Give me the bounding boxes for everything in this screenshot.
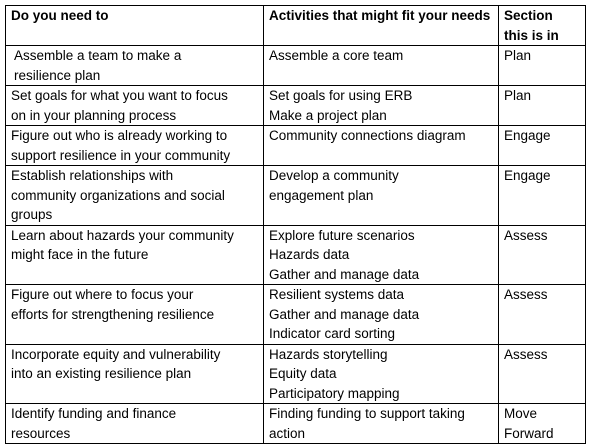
need-cell-line: Learn about hazards your community (11, 227, 234, 243)
activities-cell: Hazards storytelling Equity data Participa… (263, 343, 499, 404)
activities-cell-line: Hazards storytelling (269, 346, 388, 362)
need-cell-line: community organizations and social (11, 187, 225, 203)
section-cell-line: Engage (504, 128, 551, 143)
section-cell: Plan (498, 45, 586, 86)
section-cell-line: Plan (504, 48, 532, 63)
need-cell-line: Figure out where to focus your (11, 287, 194, 302)
header-need: Do you need to (5, 5, 264, 46)
activities-cell-line: Gather and manage data (269, 266, 420, 282)
need-cell: Identify funding and finance resources (5, 403, 264, 444)
need-cell-line: efforts for strengthening resilience (11, 306, 215, 322)
section-cell: Engage (498, 125, 586, 166)
need-cell: Learn about hazards your community might … (5, 224, 264, 285)
need-cell: Incorporate equity and vulnerability into… (5, 343, 264, 404)
activities-cell-line: Explore future scenarios (269, 227, 415, 243)
activities-cell-line: Indicator card sorting (269, 326, 396, 341)
activities-cell-line: Make a project plan (269, 107, 387, 123)
need-cell: Assemble a team to make a resilience plan (5, 45, 264, 86)
need-cell: Figure out where to focus your efforts fo… (5, 284, 264, 345)
activities-cell: Assemble a core team (263, 45, 499, 86)
section-cell-line: Assess (504, 346, 548, 362)
activities-cell: Community connections diagram (263, 125, 499, 166)
activities-cell-line: Gather and manage data (269, 306, 420, 322)
activities-cell-line: Resilient systems data (269, 287, 405, 302)
activities-cell-line: Develop a community (269, 168, 399, 183)
activities-cell-line: engagement plan (269, 187, 374, 203)
header-activities: Activities that might fit your needs (263, 5, 499, 46)
need-cell-line: Establish relationships with (11, 168, 174, 183)
resilience-needs-table: Do you need to Activities that might fit… (5, 5, 586, 444)
section-cell-line: Move (504, 406, 538, 421)
need-cell: Establish relationships with community or… (5, 165, 264, 226)
need-cell-line: on in your planning process (11, 107, 177, 123)
header-activities-line-2: needs (451, 8, 491, 23)
activities-cell-line: Finding funding to support taking (269, 406, 465, 421)
table-row: Figure out who is already working to supp… (5, 125, 586, 166)
header-row: Do you need to Activities that might fit… (5, 5, 586, 46)
need-cell-line: Assemble a team to make a (14, 48, 182, 63)
header-section-line-2: this is in (504, 27, 559, 43)
activities-cell: Develop a community engagement plan (263, 165, 499, 226)
section-cell: Move Forward (498, 403, 586, 444)
table-row: Identify funding and finance resources Fin… (5, 403, 586, 444)
need-cell: Set goals for what you want to focus on i… (5, 85, 264, 126)
section-cell-line: Engage (504, 168, 551, 183)
resilience-table-container: Do you need to Activities that might fit… (5, 5, 586, 444)
need-cell-line: into an existing resilience plan (11, 366, 192, 381)
section-cell-line: Assess (504, 287, 548, 302)
activities-cell-line: action (269, 425, 306, 441)
section-cell: Engage (498, 165, 586, 226)
section-cell-line: Assess (504, 227, 548, 243)
activities-cell-line: Community connections diagram (269, 128, 466, 143)
need-cell-line: resilience plan (14, 67, 101, 83)
need-cell-line: Identify funding and finance (11, 406, 177, 421)
section-cell: Assess (498, 284, 586, 345)
activities-cell-line: Equity data (269, 366, 337, 381)
activities-cell: Resilient systems data Gather and manage … (263, 284, 499, 345)
need-cell: Figure out who is already working to supp… (5, 125, 264, 166)
header-section: Section this is in (498, 5, 586, 46)
table-row: Assemble a team to make a resilience plan… (5, 45, 586, 86)
table-row: Learn about hazards your community might … (5, 224, 586, 285)
section-cell: Plan (498, 85, 586, 126)
activities-cell: Finding funding to support taking action (263, 403, 499, 444)
activities-cell: Explore future scenarios Hazards data Gath… (263, 224, 499, 285)
section-cell: Assess (498, 343, 586, 404)
need-cell-line: groups (11, 207, 53, 222)
header-section-line-1: Section (504, 8, 553, 23)
need-cell-line: resources (11, 425, 71, 441)
need-cell-line: Figure out who is already working to (11, 128, 228, 143)
table-row: Establish relationships with community or… (5, 165, 586, 226)
table-row: Incorporate equity and vulnerability into… (5, 343, 586, 404)
activities-cell-line: Assemble a core team (269, 48, 404, 63)
section-cell-line: Plan (504, 88, 532, 103)
need-cell-line: Set goals for what you want to focus (11, 88, 228, 103)
section-cell: Assess (498, 224, 586, 285)
table-row: Set goals for what you want to focus on i… (5, 85, 586, 126)
need-cell-line: might face in the future (11, 247, 149, 262)
activities-cell-line: Hazards data (269, 247, 350, 262)
table-body: Assemble a team to make a resilience plan… (5, 45, 586, 444)
activities-cell-line: Set goals for using ERB (269, 88, 413, 103)
activities-cell: Set goals for using ERB Make a project pl… (263, 85, 499, 126)
activities-cell-line: Participatory mapping (269, 385, 400, 401)
need-cell-line: Incorporate equity and vulnerability (11, 346, 221, 362)
header-activities-line-1: Activities that might fit your (269, 8, 448, 23)
section-cell-line: Forward (504, 425, 554, 441)
need-cell-line: support resilience in your community (11, 147, 231, 163)
header-need-text: Do you need to (11, 8, 109, 23)
table-row: Figure out where to focus your efforts fo… (5, 284, 586, 345)
